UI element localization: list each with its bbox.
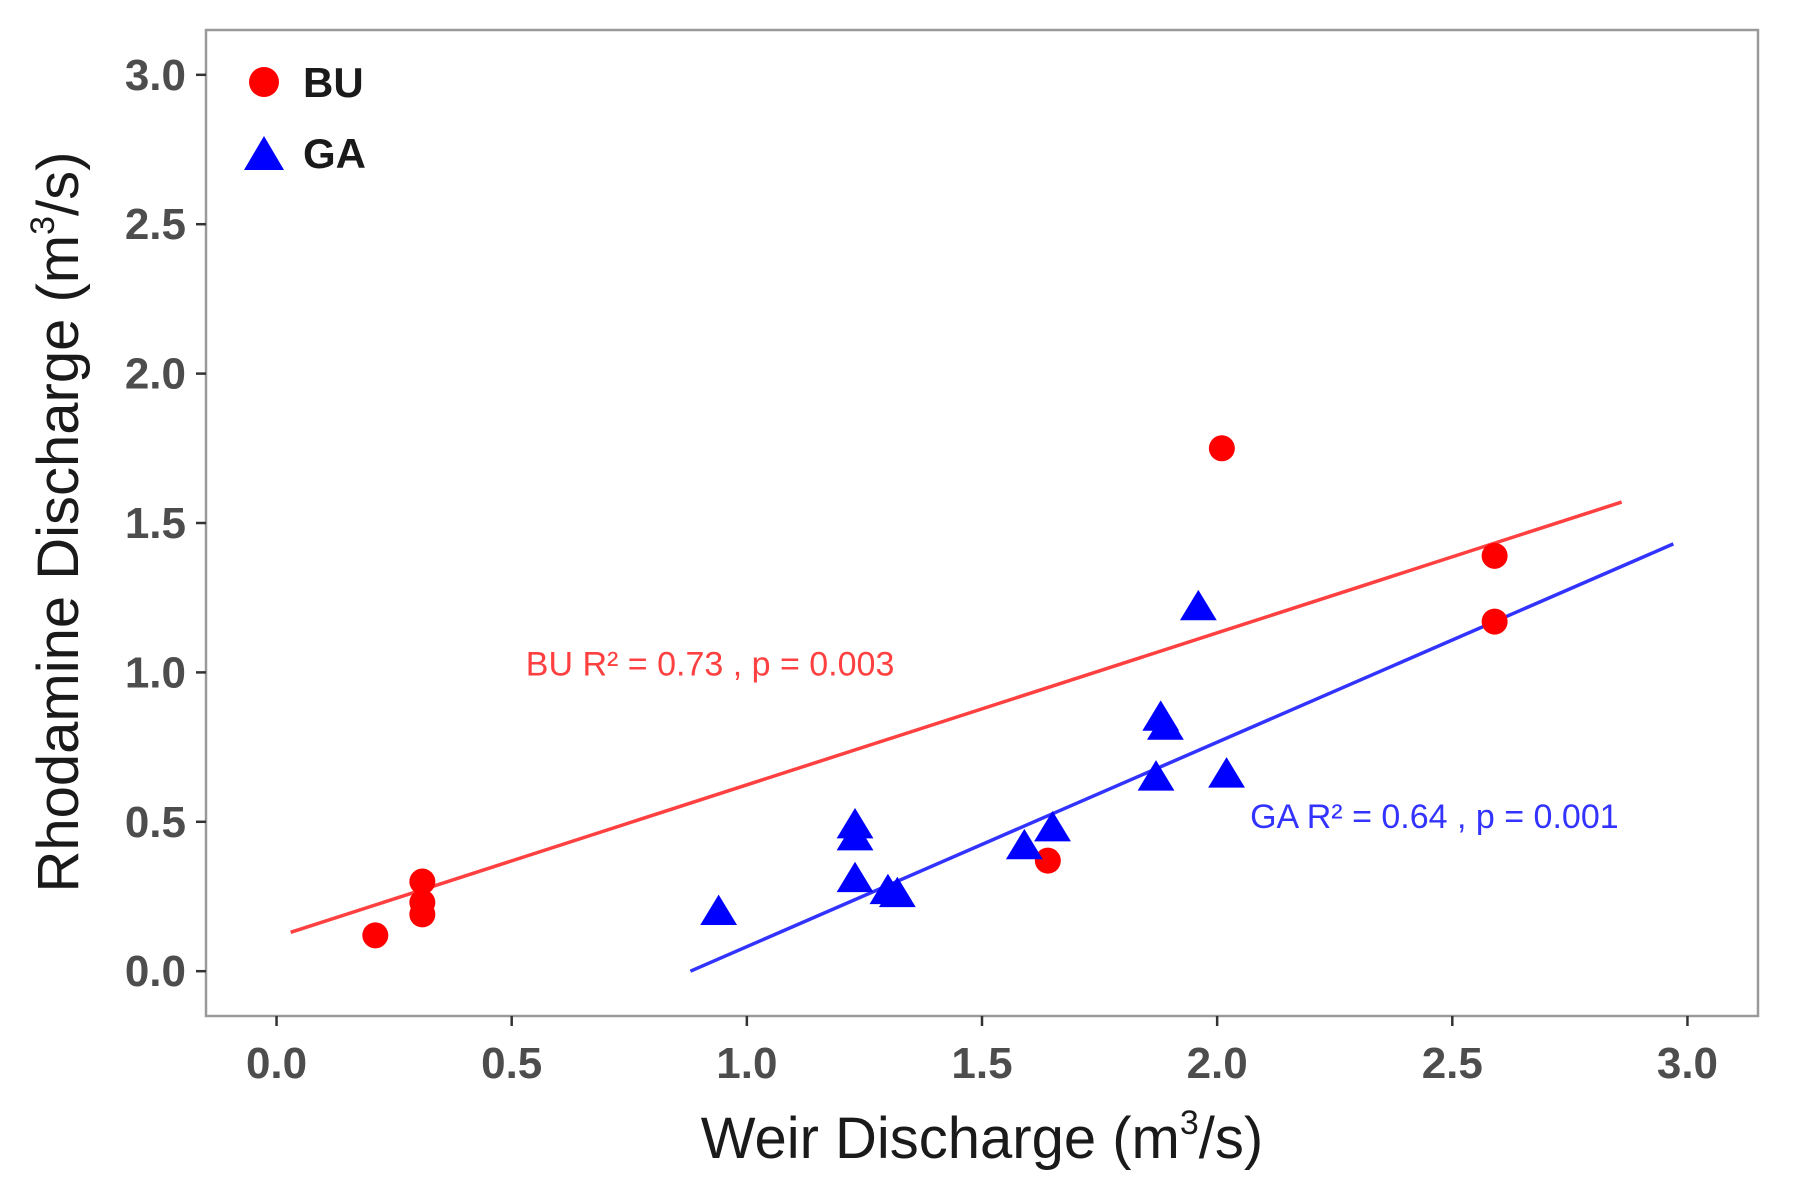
point-ga bbox=[836, 819, 874, 851]
x-tick-label: 1.5 bbox=[951, 1039, 1012, 1088]
legend-marker-ga bbox=[244, 136, 284, 170]
point-bu bbox=[362, 922, 389, 949]
x-tick-label: 0.0 bbox=[246, 1039, 307, 1088]
x-tick-label: 3.0 bbox=[1657, 1039, 1718, 1088]
y-axis-title-tail: /s) bbox=[26, 152, 91, 216]
legend: BU GA bbox=[244, 59, 366, 177]
y-axis-title-sup: 3 bbox=[24, 216, 62, 235]
point-ga bbox=[836, 861, 874, 893]
y-tick-label: 2.0 bbox=[125, 350, 186, 399]
legend-label-ga: GA bbox=[303, 130, 366, 177]
point-ga bbox=[878, 876, 916, 908]
point-bu bbox=[1481, 542, 1508, 569]
x-axis-title-main: Weir Discharge (m bbox=[701, 1106, 1180, 1171]
point-bu bbox=[409, 868, 436, 895]
fit-line-ga bbox=[689, 542, 1675, 973]
annotation-ga: GA R² = 0.64 , p = 0.001 bbox=[1250, 798, 1619, 836]
x-axis-title-sup: 3 bbox=[1180, 1104, 1199, 1142]
x-tick-label: 2.5 bbox=[1422, 1039, 1483, 1088]
data-points bbox=[362, 435, 1508, 949]
y-axis-title-main: Rhodamine Discharge (m bbox=[26, 235, 91, 893]
x-tick-label: 2.0 bbox=[1187, 1039, 1248, 1088]
axis-ticks: 0.0 0.5 1.0 1.5 2.0 2.5 3.0 0.0 0.5 1.0 1.5 2.0 2.5 3… bbox=[125, 51, 1718, 1088]
annotation-bu: BU R² = 0.73 , p = 0.003 bbox=[526, 645, 895, 683]
y-axis-title: Rhodamine Discharge (m3/s) bbox=[24, 152, 91, 893]
point-ga bbox=[1034, 810, 1071, 842]
point-bu bbox=[1034, 847, 1061, 874]
x-axis-title-tail: /s) bbox=[1199, 1106, 1263, 1171]
y-tick-label: 2.5 bbox=[125, 200, 186, 249]
point-ga bbox=[700, 894, 738, 926]
legend-label-bu: BU bbox=[303, 59, 364, 106]
fit-line-bu bbox=[290, 500, 1623, 935]
y-tick-label: 0.5 bbox=[125, 798, 186, 847]
point-ga bbox=[1179, 589, 1217, 621]
y-tick-label: 1.0 bbox=[125, 648, 186, 697]
y-tick-label: 3.0 bbox=[125, 51, 186, 100]
y-tick-label: 0.0 bbox=[125, 947, 186, 996]
x-axis-title: Weir Discharge (m3/s) bbox=[701, 1104, 1263, 1171]
y-tick-label: 1.5 bbox=[125, 499, 186, 548]
point-bu bbox=[1208, 435, 1235, 462]
x-tick-label: 0.5 bbox=[481, 1039, 542, 1088]
regression-lines bbox=[290, 500, 1675, 973]
point-ga bbox=[1147, 709, 1184, 740]
point-bu bbox=[409, 889, 436, 916]
x-tick-label: 1.0 bbox=[716, 1039, 777, 1088]
point-ga bbox=[1005, 828, 1043, 860]
point-ga bbox=[1137, 760, 1175, 791]
plot-panel-border bbox=[204, 28, 1760, 1018]
legend-marker-bu bbox=[249, 67, 279, 97]
point-bu bbox=[1481, 608, 1508, 635]
fit-annotations: BU R² = 0.73 , p = 0.003 GA R² = 0.64 , p… bbox=[526, 645, 1619, 835]
point-ga bbox=[1208, 757, 1245, 788]
